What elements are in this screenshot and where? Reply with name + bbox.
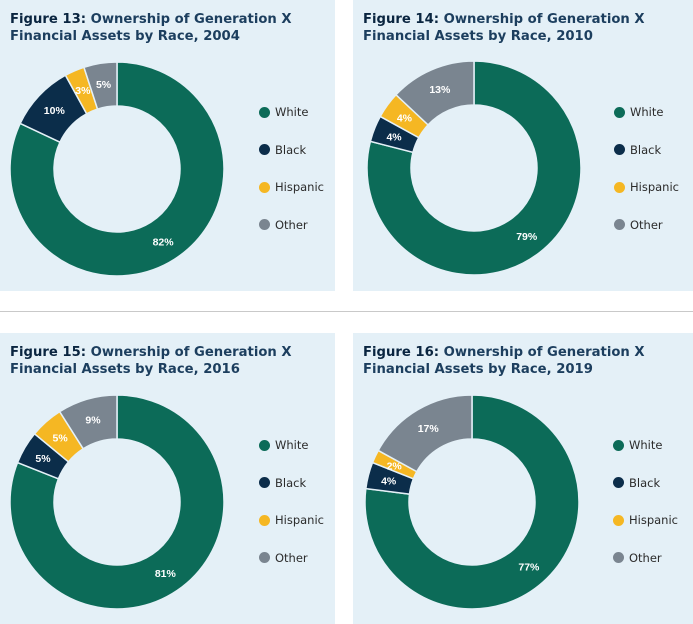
figure-16-number: Figure 16: (363, 345, 440, 360)
slice-other (82, 61, 118, 111)
figure-14-number: Figure 14: (363, 12, 440, 27)
data-label-white: 77% (518, 562, 540, 574)
legend-label: Hispanic (275, 513, 324, 527)
legend-swatch (613, 439, 624, 451)
legend-item-hispanic: Hispanic (259, 179, 324, 195)
slice-other (394, 60, 475, 126)
legend-item-white: White (613, 437, 662, 453)
figure-13-number: Figure 13: (10, 12, 87, 27)
legend-swatch (614, 144, 625, 155)
slice-white (9, 61, 225, 277)
legend-item-black: Black (614, 142, 661, 158)
figure-14-panel: Figure 14: Ownership of Generation X Fin… (353, 0, 693, 291)
slice-white (364, 394, 580, 610)
data-label-other: 5% (96, 79, 112, 91)
figure-15-title: Figure 15: Ownership of Generation X Fin… (10, 344, 330, 378)
legend-label: Black (630, 142, 662, 157)
data-label-hispanic: 3% (75, 85, 91, 97)
data-label-white: 81% (155, 568, 177, 580)
legend-item-black: Black (613, 475, 660, 491)
legend-swatch (259, 219, 270, 230)
data-label-black: 4% (386, 131, 402, 143)
legend-swatch (259, 477, 270, 488)
figure-14-donut: 79% 4% 4% 13% (366, 60, 582, 276)
legend-item-hispanic: Hispanic (259, 512, 324, 528)
figure-13-donut: 82% 10% 3% 5% (9, 61, 225, 277)
slice-white (9, 394, 225, 610)
legend-label: Black (275, 142, 307, 157)
figure-15-donut: 81% 5%5% 9% (9, 394, 225, 610)
data-label-black: 10% (44, 105, 66, 117)
data-label-other: 9% (85, 414, 101, 426)
legend-swatch (613, 514, 624, 526)
legend-swatch (613, 552, 624, 563)
legend-label: White (629, 438, 663, 452)
legend-label: Other (275, 217, 308, 232)
data-label-other: 17% (418, 423, 440, 435)
data-label-hispanic: 5% (53, 432, 69, 444)
legend-label: Hispanic (275, 180, 324, 194)
legend-label: Hispanic (629, 513, 678, 527)
legend-swatch (259, 181, 270, 193)
legend-item-white: White (259, 437, 308, 453)
figure-15-title-text: Ownership of Generation X Financial Asse… (10, 345, 292, 377)
legend-label: Black (629, 475, 661, 490)
legend-label: White (630, 105, 664, 119)
legend-item-hispanic: Hispanic (613, 512, 678, 528)
data-label-black: 4% (381, 476, 397, 488)
figure-16-donut: 77% 4% 2% 17% (364, 394, 580, 610)
legend-swatch (613, 477, 624, 488)
legend-item-other: Other (259, 217, 308, 233)
figure-13-title: Figure 13: Ownership of Generation X Fin… (10, 11, 330, 45)
figure-13-panel: Figure 13: Ownership of Generation X Fin… (0, 0, 335, 291)
data-label-white: 79% (516, 231, 538, 243)
figure-15-number: Figure 15: (10, 345, 87, 360)
figure-14-title: Figure 14: Ownership of Generation X Fin… (363, 11, 683, 45)
legend-label: White (275, 438, 309, 452)
data-label-hispanic: 4% (397, 112, 413, 124)
data-label-other: 13% (429, 84, 451, 96)
legend-swatch (614, 219, 625, 230)
legend-swatch (259, 514, 270, 526)
figure-13-title-text: Ownership of Generation X Financial Asse… (10, 12, 292, 44)
slice-white (366, 60, 582, 276)
legend-swatch (259, 552, 270, 563)
legend-item-other: Other (613, 550, 662, 566)
legend-label: Other (629, 550, 662, 565)
data-label-hispanic: 2% (387, 460, 403, 472)
legend-label: Black (275, 475, 307, 490)
legend-swatch (614, 181, 625, 193)
legend-item-white: White (259, 104, 308, 120)
figure-16-title-text: Ownership of Generation X Financial Asse… (363, 345, 645, 377)
legend-swatch (614, 106, 625, 118)
legend-label: White (275, 105, 309, 119)
legend-swatch (259, 106, 270, 118)
figure-15-panel: Figure 15: Ownership of Generation X Fin… (0, 333, 335, 624)
slice-other (58, 394, 118, 450)
section-divider (0, 311, 693, 312)
legend-item-black: Black (259, 475, 306, 491)
legend-item-other: Other (259, 550, 308, 566)
data-label-black: 5% (35, 453, 51, 465)
legend-item-other: Other (614, 217, 663, 233)
figure-14-title-text: Ownership of Generation X Financial Asse… (363, 12, 645, 44)
legend-item-black: Black (259, 142, 306, 158)
legend-label: Other (630, 217, 663, 232)
data-label-white: 82% (153, 237, 175, 249)
figure-16-title: Figure 16: Ownership of Generation X Fin… (363, 344, 683, 378)
legend-item-white: White (614, 104, 663, 120)
legend-item-hispanic: Hispanic (614, 179, 679, 195)
legend-label: Other (275, 550, 308, 565)
legend-label: Hispanic (630, 180, 679, 194)
legend-swatch (259, 439, 270, 451)
slice-other (377, 394, 473, 473)
legend-swatch (259, 144, 270, 155)
figure-16-panel: Figure 16: Ownership of Generation X Fin… (353, 333, 693, 624)
